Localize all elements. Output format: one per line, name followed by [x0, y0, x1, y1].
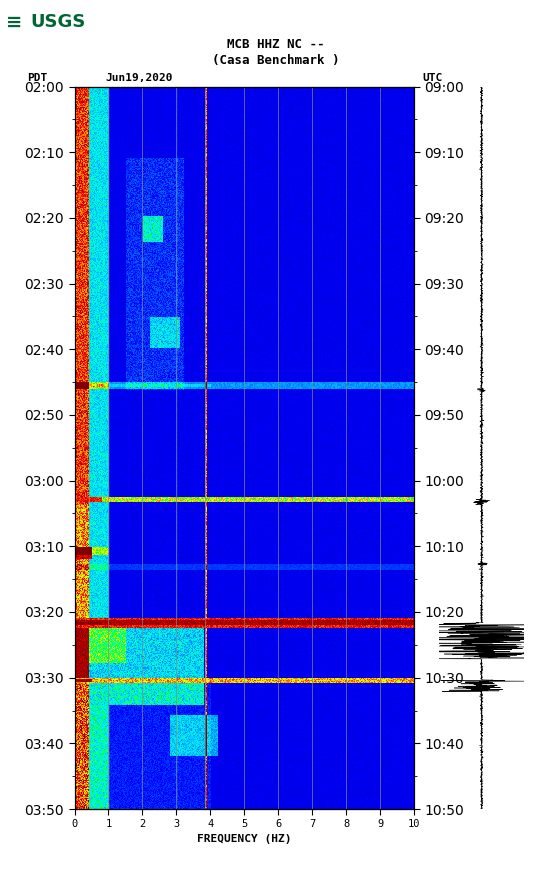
- Text: USGS: USGS: [30, 13, 86, 31]
- Text: (Casa Benchmark ): (Casa Benchmark ): [213, 54, 339, 67]
- Text: Jun19,2020: Jun19,2020: [105, 72, 172, 83]
- X-axis label: FREQUENCY (HZ): FREQUENCY (HZ): [197, 834, 291, 844]
- Text: UTC: UTC: [422, 72, 443, 83]
- Text: ≡: ≡: [6, 12, 22, 32]
- Text: MCB HHZ NC --: MCB HHZ NC --: [227, 38, 325, 51]
- Text: PDT: PDT: [28, 72, 48, 83]
